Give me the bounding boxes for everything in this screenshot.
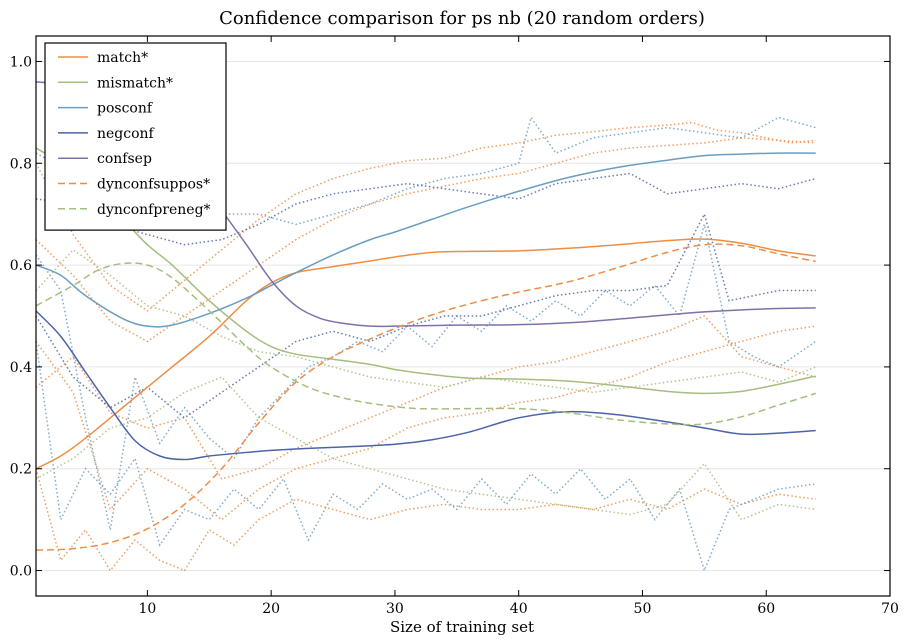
legend: match* mismatch* posconf negconf confsep dync…: [44, 42, 227, 231]
x-axis-label: Size of training set: [390, 618, 534, 636]
x-tick-label: 30: [386, 601, 404, 617]
series-line-mismatch-: [35, 147, 816, 395]
x-tick-label: 60: [757, 601, 775, 617]
y-tick-label: 0.8: [10, 156, 32, 172]
series-line-dynconfpreneg-: [35, 262, 816, 426]
background-series-line: [35, 224, 817, 530]
chart-title: Confidence comparison for ps nb (20 rand…: [219, 8, 705, 29]
background-series-line: [35, 212, 816, 419]
x-tick-label: 50: [634, 601, 652, 617]
y-tick-label: 0.2: [10, 462, 32, 478]
background-series-line: [35, 121, 816, 312]
background-series-line: [35, 172, 816, 246]
main-series: [35, 81, 816, 551]
axis-ticks: 10 20 30 40 50 60 70 0.0 0.2 0.4 0.6 0.8 1.0: [10, 36, 899, 617]
plot-frame: [35, 35, 891, 597]
gridlines: [36, 60, 890, 572]
series-line-dynconfsuppos-: [35, 243, 816, 551]
legend-label: match*: [97, 50, 148, 66]
y-tick-label: 1.0: [10, 54, 32, 70]
background-series-line: [35, 325, 816, 521]
background-series-line: [35, 315, 816, 480]
series-line-match-: [35, 238, 816, 470]
legend-label: confsep: [97, 151, 152, 167]
background-series-line: [35, 341, 816, 573]
x-tick-label: 20: [262, 601, 280, 617]
background-series-line: [35, 137, 816, 343]
y-tick-label: 0.6: [10, 258, 32, 274]
legend-label: mismatch*: [97, 75, 173, 91]
series-line-posconf: [35, 152, 816, 328]
legend-label: dynconfsuppos*: [97, 177, 210, 193]
legend-label: negconf: [97, 126, 156, 142]
y-tick-label: 0.0: [10, 564, 32, 580]
legend-label: posconf: [97, 101, 154, 117]
background-series-line: [35, 468, 816, 572]
x-tick-label: 70: [881, 601, 899, 617]
x-tick-label: 10: [138, 601, 156, 617]
y-tick-label: 0.4: [10, 360, 32, 376]
legend-box: [44, 42, 227, 231]
legend-label: dynconfpreneg*: [97, 202, 211, 218]
x-tick-label: 40: [510, 601, 528, 617]
